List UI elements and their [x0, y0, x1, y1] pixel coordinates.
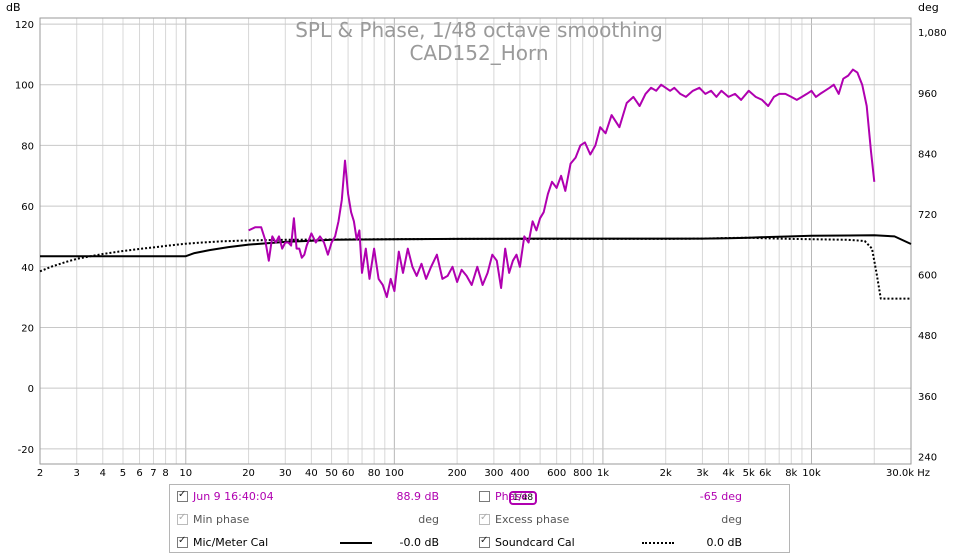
x-tick-label: 6: [136, 468, 142, 479]
x-tick-label: 10k: [802, 468, 821, 479]
x-tick-label: 2: [37, 468, 43, 479]
x-tick-label: 4: [100, 468, 106, 479]
y-right-unit: deg: [918, 1, 939, 14]
y-left-tick-label: 40: [21, 263, 34, 274]
x-tick-label: 2k: [660, 468, 672, 479]
y-right-tick-label: 360: [918, 392, 937, 403]
y-right-tick-label: 720: [918, 210, 937, 221]
excess-phase-label: Excess phase: [495, 513, 570, 526]
x-tick-label: 5: [120, 468, 126, 479]
y-right-tick-label: 840: [918, 149, 937, 160]
phase-label: Phase: [495, 490, 528, 503]
legend-row-measurement: Jun 9 16:40:04 1/48 88.9 dB Phase -65 de…: [170, 486, 789, 508]
x-tick-label: 1k: [597, 468, 609, 479]
x-tick-label: 30.0k Hz: [886, 468, 930, 479]
y-left-tick-label: 20: [21, 323, 34, 334]
measurement-label: Jun 9 16:40:04: [193, 490, 274, 503]
x-tick-label: 8k: [785, 468, 797, 479]
y-left-tick-label: 0: [28, 384, 34, 395]
spl-phase-chart: dB deg SPL & Phase, 1/48 octave smoothin…: [6, 1, 947, 479]
phase-value: -65 deg: [699, 490, 742, 503]
grid: [40, 18, 911, 464]
soundcard-cal-value: 0.0 dB: [706, 536, 742, 549]
chart-subtitle: CAD152_Horn: [409, 41, 548, 65]
x-tick-label: 400: [510, 468, 529, 479]
x-tick-label: 80: [368, 468, 381, 479]
x-tick-label: 50: [325, 468, 338, 479]
mic-cal-label: Mic/Meter Cal: [193, 536, 269, 549]
mic-cal-checkbox[interactable]: [177, 535, 188, 548]
soundcard-cal-checkbox[interactable]: [479, 535, 490, 548]
x-tick-label: 10: [179, 468, 192, 479]
mic-cal-line-swatch: [340, 542, 372, 544]
series-line-soundcard-cal: [39, 236, 911, 300]
x-tick-label: 3: [74, 468, 80, 479]
min-phase-value: deg: [418, 513, 439, 526]
spl-checkbox[interactable]: [177, 489, 188, 502]
x-tick-label: 40: [305, 468, 318, 479]
y-left-tick-label: 80: [21, 141, 34, 152]
legend-panel: Jun 9 16:40:04 1/48 88.9 dB Phase -65 de…: [169, 484, 790, 553]
legend-row-calibration: Mic/Meter Cal -0.0 dB Soundcard Cal 0.0 …: [170, 532, 789, 554]
x-tick-label: 5k: [743, 468, 755, 479]
chart-title: SPL & Phase, 1/48 octave smoothing: [295, 18, 663, 42]
spl-value: 88.9 dB: [396, 490, 439, 503]
soundcard-cal-line-swatch: [642, 542, 674, 544]
min-phase-label: Min phase: [193, 513, 250, 526]
x-tick-label: 800: [573, 468, 592, 479]
y-left-tick-label: 120: [15, 20, 34, 31]
excess-phase-checkbox[interactable]: [479, 512, 490, 525]
x-tick-label: 4k: [722, 468, 734, 479]
x-tick-label: 300: [484, 468, 503, 479]
smoothing-swatch-button[interactable]: 1/48: [509, 491, 537, 505]
x-tick-label: 200: [448, 468, 467, 479]
x-tick-label: 8: [162, 468, 168, 479]
x-tick-label: 100: [385, 468, 404, 479]
min-phase-checkbox[interactable]: [177, 512, 188, 525]
x-tick-label: 7: [150, 468, 156, 479]
x-tick-label: 20: [242, 468, 255, 479]
x-tick-label: 6k: [759, 468, 771, 479]
y-right-tick-label: 240: [918, 452, 937, 463]
y-right-tick-label: 1,080: [918, 28, 947, 39]
soundcard-cal-label: Soundcard Cal: [495, 536, 575, 549]
mic-cal-value: -0.0 dB: [399, 536, 440, 549]
smoothing-label: 1/48: [512, 493, 534, 503]
x-tick-label: 3k: [696, 468, 708, 479]
y-right-tick-label: 960: [918, 89, 937, 100]
y-left-unit: dB: [6, 1, 21, 14]
plot-area-border: [39, 17, 912, 465]
y-right-tick-label: 480: [918, 331, 937, 342]
y-left-tick-label: 60: [21, 202, 34, 213]
series-line-spl: [248, 68, 876, 299]
x-tick-label: 30: [279, 468, 292, 479]
y-left-tick-label: 100: [15, 81, 34, 92]
y-right-tick-label: 600: [918, 271, 937, 282]
excess-phase-value: deg: [721, 513, 742, 526]
x-tick-label: 600: [547, 468, 566, 479]
phase-checkbox[interactable]: [479, 491, 490, 502]
x-tick-label: 60: [342, 468, 355, 479]
y-left-tick-label: -20: [18, 445, 34, 456]
legend-row-phase-options: Min phase deg Excess phase deg: [170, 509, 789, 531]
